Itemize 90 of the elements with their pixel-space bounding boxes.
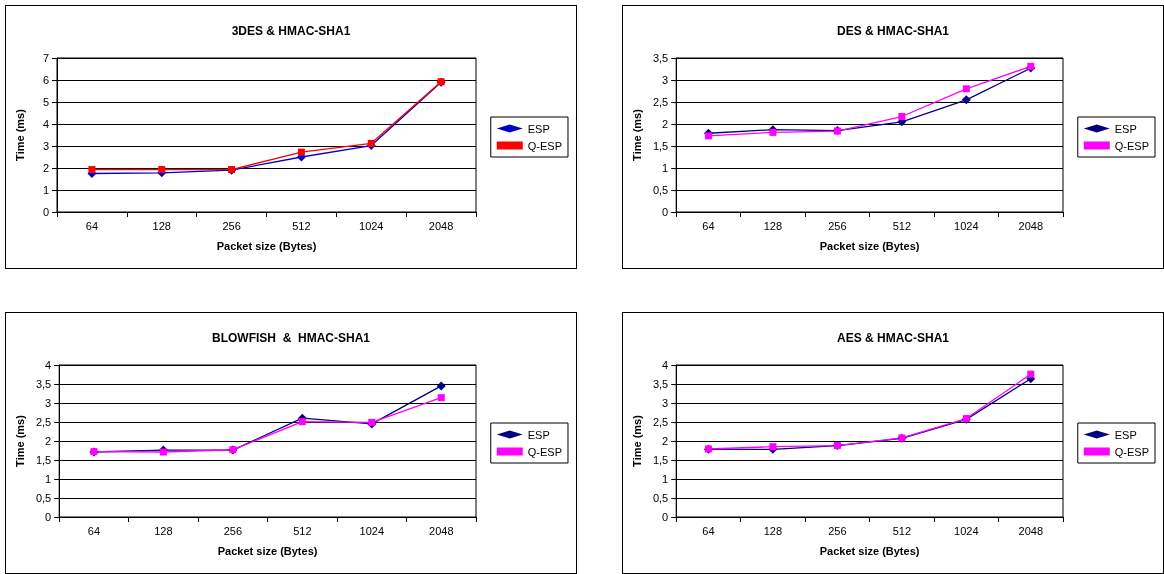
x-tick-label: 64 — [702, 219, 715, 232]
x-tick-label: 2048 — [1018, 219, 1044, 232]
x-tick-label: 1024 — [954, 219, 979, 232]
point — [367, 139, 375, 147]
x-tick-label: 1024 — [359, 524, 385, 537]
legend-label: ESP — [527, 428, 550, 441]
x-tick-label: 512 — [292, 219, 311, 232]
x-tick-label: 1024 — [954, 524, 979, 537]
point — [298, 418, 306, 426]
point — [704, 132, 712, 140]
x-tick-label: 256 — [828, 219, 847, 232]
x-tick-label: 256 — [828, 524, 847, 537]
y-tick-label: 2,5 — [652, 96, 669, 108]
y-tick-label: 6 — [42, 74, 49, 86]
x-axis-title: Packet size (Bytes) — [216, 239, 317, 252]
y-tick-label: 3 — [662, 74, 669, 86]
y-tick-label: 0,5 — [35, 492, 52, 504]
y-tick-label: 3,5 — [652, 378, 669, 390]
y-tick-label: 0,5 — [652, 492, 669, 504]
x-tick-label: 256 — [223, 524, 243, 537]
y-tick-label: 3,5 — [652, 52, 669, 64]
y-tick-label: 2 — [662, 118, 669, 130]
y-tick-label: 0 — [662, 206, 669, 218]
y-tick-label: 2,5 — [652, 416, 669, 428]
x-axis-title: Packet size (Bytes) — [217, 544, 318, 557]
x-axis-title: Packet size (Bytes) — [819, 239, 920, 252]
x-tick-label: 128 — [154, 524, 173, 537]
y-tick-label: 4 — [42, 118, 49, 130]
point — [437, 394, 445, 402]
chart-title: DES & HMAC-SHA1 — [836, 24, 950, 38]
y-tick-label: 5 — [42, 96, 49, 108]
y-tick-label: 3 — [662, 397, 669, 409]
chart-title: BLOWFISH & HMAC-SHA1 — [212, 331, 371, 345]
y-axis-title: Time (ms) — [630, 108, 643, 161]
legend-label: Q-ESP — [1114, 139, 1149, 152]
x-tick-label: 2048 — [1018, 524, 1044, 537]
x-tick-label: 512 — [293, 524, 312, 537]
chart-title: 3DES & HMAC-SHA1 — [231, 24, 351, 38]
y-tick-label: 2,5 — [35, 416, 52, 428]
y-tick-label: 4 — [45, 359, 52, 371]
legend-label: Q-ESP — [527, 445, 562, 458]
y-tick-label: 1,5 — [35, 454, 52, 466]
legend-label: ESP — [1114, 122, 1137, 135]
y-axis-title: Time (ms) — [13, 108, 26, 161]
x-tick-label: 128 — [763, 524, 783, 537]
y-axis-title: Time (ms) — [13, 414, 26, 467]
x-tick-label: 1024 — [359, 219, 384, 232]
y-tick-label: 2 — [45, 435, 52, 447]
x-tick-label: 64 — [702, 524, 715, 537]
y-tick-label: 1,5 — [652, 140, 669, 152]
legend-label: ESP — [1114, 428, 1137, 441]
x-axis-title: Packet size (Bytes) — [819, 544, 920, 557]
y-tick-label: 1 — [662, 473, 669, 485]
y-tick-label: 2 — [662, 435, 669, 447]
y-tick-label: 1 — [42, 184, 49, 196]
point — [436, 381, 446, 391]
y-tick-label: 1 — [662, 162, 669, 174]
y-tick-label: 7 — [42, 52, 49, 64]
x-tick-label: 512 — [892, 524, 912, 537]
x-tick-label: 256 — [222, 219, 241, 232]
point — [962, 85, 970, 93]
point — [297, 148, 305, 156]
y-tick-label: 1,5 — [652, 454, 669, 466]
chart-title: AES & HMAC-SHA1 — [836, 331, 950, 345]
y-tick-label: 1 — [45, 473, 52, 485]
point — [961, 95, 971, 105]
legend-label: Q-ESP — [1114, 445, 1149, 458]
point — [88, 166, 96, 174]
x-tick-label: 64 — [87, 524, 101, 537]
x-tick-label: 2048 — [428, 219, 454, 232]
y-tick-label: 4 — [662, 359, 669, 371]
y-tick-label: 3 — [45, 397, 52, 409]
x-tick-label: 128 — [763, 219, 783, 232]
y-tick-label: 0 — [662, 511, 669, 523]
y-axis-title: Time (ms) — [630, 414, 643, 467]
y-tick-label: 0,5 — [652, 184, 669, 196]
y-tick-label: 3 — [42, 140, 49, 152]
y-tick-label: 3,5 — [35, 378, 52, 390]
point — [898, 113, 906, 121]
x-tick-label: 512 — [892, 219, 912, 232]
y-tick-label: 2 — [42, 162, 49, 174]
legend-label: ESP — [527, 122, 550, 135]
x-tick-label: 64 — [85, 219, 99, 232]
point — [158, 166, 166, 174]
legend-label: Q-ESP — [527, 139, 562, 152]
point — [1027, 370, 1035, 378]
x-tick-label: 128 — [152, 219, 171, 232]
y-tick-label: 0 — [45, 511, 52, 523]
x-tick-label: 2048 — [429, 524, 454, 537]
y-tick-label: 0 — [42, 206, 49, 218]
